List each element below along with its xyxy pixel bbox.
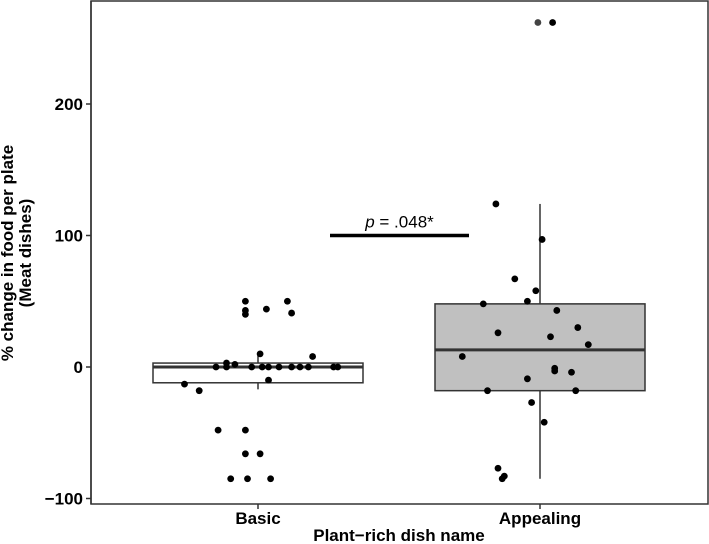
data-point (547, 333, 554, 341)
p-value: = .048* (375, 213, 434, 232)
data-point (511, 275, 519, 283)
data-point (540, 418, 548, 426)
significance-annotation: p = .048* (330, 213, 469, 238)
data-point (214, 426, 222, 434)
data-point (551, 367, 559, 375)
points-layer (181, 19, 592, 483)
data-point (223, 359, 230, 367)
data-point (305, 363, 312, 371)
data-point (572, 387, 580, 395)
data-point (524, 297, 531, 305)
data-point (248, 363, 256, 371)
data-point (267, 475, 274, 483)
data-point (288, 309, 295, 317)
significance-label: p = .048* (364, 213, 434, 232)
data-point (284, 297, 291, 305)
data-point (195, 387, 203, 395)
data-point (265, 363, 272, 371)
data-point (528, 399, 535, 406)
x-tick-label: Basic (235, 509, 280, 528)
box-iqr (434, 303, 646, 392)
p-symbol: p (364, 213, 374, 232)
data-point (256, 450, 264, 458)
data-point (242, 297, 249, 305)
data-point (244, 475, 251, 483)
data-point (227, 475, 235, 483)
data-point (288, 363, 295, 371)
data-point (212, 363, 220, 371)
x-axis-title: Plant−rich dish name (313, 526, 484, 544)
data-point (584, 341, 592, 349)
data-point (534, 19, 542, 26)
y-axis-title-line1: % change in food per plate (0, 145, 17, 361)
data-point (263, 305, 270, 313)
data-point (258, 363, 266, 371)
data-point (484, 387, 491, 395)
y-tick-label: 0 (74, 358, 83, 377)
data-point (532, 287, 540, 295)
data-point (458, 353, 466, 360)
plot-panel (90, 0, 709, 505)
data-point (479, 300, 487, 308)
boxes-layer (152, 203, 646, 479)
data-point (494, 464, 502, 472)
y-axis-title-line2: (Meat dishes) (16, 199, 35, 308)
data-point (256, 350, 264, 358)
data-point (265, 376, 272, 384)
data-point (538, 236, 546, 243)
x-axis: Basic Appealing (235, 504, 581, 528)
data-point (275, 363, 283, 371)
y-axis: −100 0 100 200 (45, 1, 92, 509)
data-point (296, 363, 304, 371)
data-point (553, 307, 561, 314)
data-point (334, 363, 342, 371)
y-tick-label: 100 (55, 227, 83, 246)
y-tick-label: 200 (55, 95, 83, 114)
y-tick-label: −100 (45, 490, 83, 509)
data-point (500, 472, 508, 480)
data-point (181, 380, 188, 388)
box-appealing (434, 203, 646, 479)
data-point (242, 311, 249, 318)
data-point (494, 329, 502, 337)
data-point (242, 450, 249, 458)
data-point (549, 19, 556, 26)
data-point (231, 360, 239, 368)
data-point (574, 324, 582, 331)
data-point (492, 200, 500, 208)
data-point (309, 353, 316, 360)
data-point (242, 426, 249, 434)
x-tick-label: Appealing (499, 509, 581, 528)
data-point (524, 375, 531, 383)
data-point (568, 368, 575, 376)
